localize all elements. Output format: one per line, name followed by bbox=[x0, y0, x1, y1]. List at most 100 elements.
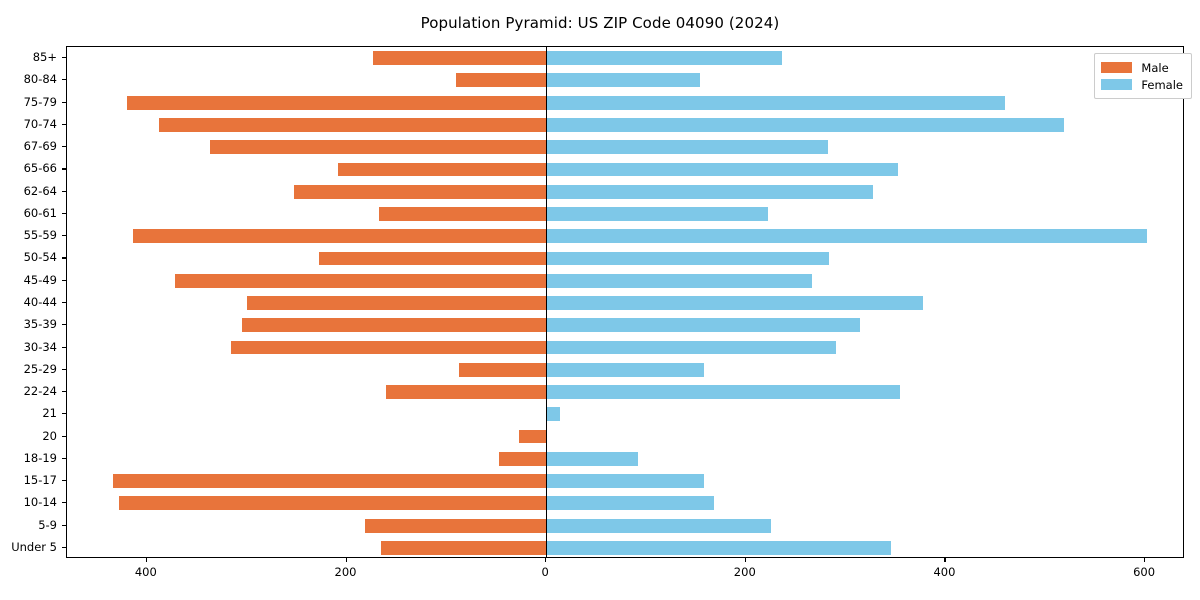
y-axis-tick-label: 18-19 bbox=[23, 450, 57, 465]
bar-female bbox=[546, 496, 714, 511]
bar-group bbox=[67, 496, 1183, 511]
bar-group bbox=[67, 140, 1183, 155]
y-axis-tick-mark bbox=[62, 123, 66, 125]
y-axis-tick-label: 15-17 bbox=[23, 473, 57, 488]
y-axis-tick-mark bbox=[62, 435, 66, 437]
x-axis-tick-mark bbox=[744, 558, 746, 562]
y-axis-tick-label: 75-79 bbox=[23, 94, 57, 109]
bar-female bbox=[546, 451, 638, 466]
y-axis-tick-label: 50-54 bbox=[23, 250, 57, 265]
bar-group bbox=[67, 73, 1183, 88]
y-axis-tick-label: 70-74 bbox=[23, 116, 57, 131]
y-axis-tick-mark bbox=[62, 368, 66, 370]
y-axis-tick-mark bbox=[62, 257, 66, 259]
bar-male bbox=[174, 273, 547, 288]
bar-female bbox=[546, 540, 891, 555]
x-axis-tick-label: 0 bbox=[541, 565, 549, 579]
y-axis-tick-mark bbox=[62, 146, 66, 148]
bar-male bbox=[132, 229, 547, 244]
bar-group bbox=[67, 251, 1183, 266]
y-axis-tick-label: 20 bbox=[42, 428, 57, 443]
bars-layer bbox=[67, 47, 1183, 557]
y-axis: 85+ 80-84 75-79 70-74 67-69 65-66 62-64 60-61 55… bbox=[0, 46, 66, 558]
bar-female bbox=[546, 162, 898, 177]
y-axis-tick-label: 10-14 bbox=[23, 495, 57, 510]
y-axis-tick-label: 35-39 bbox=[23, 317, 57, 332]
bar-male bbox=[379, 207, 547, 221]
bar-group bbox=[67, 162, 1183, 177]
bar-female bbox=[546, 118, 1065, 132]
bar-female bbox=[546, 340, 836, 355]
y-axis-tick-mark bbox=[62, 302, 66, 304]
y-axis-tick-label: 30-34 bbox=[23, 339, 57, 354]
y-axis-tick-label: 25-29 bbox=[23, 361, 57, 376]
y-axis-tick-label: Under 5 bbox=[11, 539, 57, 554]
bar-group bbox=[67, 118, 1183, 132]
y-axis-tick-label: 65-66 bbox=[23, 161, 57, 176]
bar-male bbox=[381, 540, 547, 555]
zero-axis-line bbox=[546, 47, 548, 557]
y-axis-tick-label: 5-9 bbox=[38, 517, 57, 532]
bar-group bbox=[67, 51, 1183, 66]
y-axis-tick-label: 80-84 bbox=[23, 72, 57, 87]
bar-male bbox=[241, 318, 547, 333]
x-axis-tick-mark bbox=[345, 558, 347, 562]
bar-group bbox=[67, 451, 1183, 466]
x-axis-tick-label: 400 bbox=[933, 565, 956, 579]
y-axis-tick-label: 45-49 bbox=[23, 272, 57, 287]
bar-group bbox=[67, 429, 1183, 444]
bar-male bbox=[112, 474, 547, 488]
legend-label: Female bbox=[1141, 77, 1183, 92]
y-axis-tick-label: 40-44 bbox=[23, 295, 57, 309]
bar-group bbox=[67, 474, 1183, 488]
bar-male bbox=[459, 362, 547, 377]
y-axis-tick-label: 62-64 bbox=[23, 183, 57, 198]
y-axis-tick-mark bbox=[62, 324, 66, 326]
bar-group bbox=[67, 407, 1183, 422]
legend: Male Female bbox=[1094, 53, 1192, 99]
bar-male bbox=[318, 251, 547, 266]
bar-group bbox=[67, 385, 1183, 399]
x-axis-tick-mark bbox=[545, 558, 547, 562]
bar-male bbox=[126, 95, 547, 110]
bar-male bbox=[209, 140, 547, 155]
bar-group bbox=[67, 296, 1183, 310]
y-axis-tick-mark bbox=[62, 413, 66, 415]
y-axis-tick-label: 85+ bbox=[32, 50, 57, 65]
y-axis-tick-mark bbox=[62, 57, 66, 59]
y-axis-tick-mark bbox=[62, 346, 66, 348]
bar-female bbox=[546, 207, 768, 221]
legend-item: Male bbox=[1101, 59, 1183, 76]
bar-male bbox=[456, 73, 547, 88]
bar-male bbox=[519, 429, 547, 444]
y-axis-tick-mark bbox=[62, 235, 66, 237]
bar-female bbox=[546, 385, 900, 399]
bar-female bbox=[546, 140, 828, 155]
y-axis-tick-mark bbox=[62, 457, 66, 459]
y-axis-tick-mark bbox=[62, 546, 66, 548]
bar-female bbox=[546, 251, 829, 266]
legend-swatch bbox=[1101, 62, 1133, 73]
legend-item: Female bbox=[1101, 76, 1183, 93]
bar-group bbox=[67, 318, 1183, 333]
bar-group bbox=[67, 95, 1183, 110]
bar-group bbox=[67, 207, 1183, 221]
bar-female bbox=[546, 95, 1006, 110]
bar-male bbox=[499, 451, 547, 466]
y-axis-tick-mark bbox=[62, 391, 66, 393]
bar-group bbox=[67, 540, 1183, 555]
bar-female bbox=[546, 229, 1148, 244]
y-axis-tick-mark bbox=[62, 524, 66, 526]
y-axis-tick-mark bbox=[62, 79, 66, 81]
bar-female bbox=[546, 296, 924, 310]
bar-female bbox=[546, 407, 561, 422]
bar-male bbox=[337, 162, 547, 177]
y-axis-tick-label: 22-24 bbox=[23, 384, 57, 399]
x-axis-tick-label: 400 bbox=[134, 565, 157, 579]
legend-label: Male bbox=[1141, 60, 1169, 75]
x-axis-tick-label: 200 bbox=[334, 565, 357, 579]
x-axis: 400 200 0 200 400 600 bbox=[66, 558, 1184, 598]
y-axis-tick-label: 21 bbox=[42, 406, 57, 421]
y-axis-tick-mark bbox=[62, 279, 66, 281]
bar-female bbox=[546, 318, 860, 333]
